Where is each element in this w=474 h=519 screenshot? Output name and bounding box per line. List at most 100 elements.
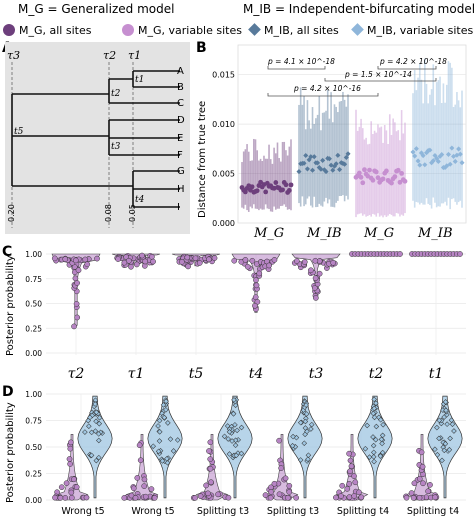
panel-c-xtick-label: t2: [369, 366, 384, 382]
panel-d-point-blue: [290, 433, 296, 440]
panel-c-point: [271, 257, 278, 263]
panel-b-point: [417, 162, 423, 168]
panel-c-xtick-label: τ2: [68, 366, 85, 382]
panel-c-point: [196, 260, 203, 266]
panel-d-point-blue: [297, 457, 304, 463]
pvalue-mg-all-vs-var: p = 4.2 × 10^-16: [293, 84, 361, 93]
legend-mg-all-marker: [3, 24, 15, 36]
panel-d-point-purple: [410, 495, 417, 501]
panel-c-point: [71, 323, 77, 330]
panel-d-point-blue: [297, 419, 304, 426]
panel-d-point-blue: [444, 421, 450, 427]
pvalue-mg-vs-mib-all: p = 4.1 × 10^-18: [267, 57, 335, 66]
panel-d-point-blue: [289, 443, 296, 449]
panel-b-point: [362, 167, 367, 173]
panel-d-point-blue: [442, 440, 449, 447]
legend-mg-var-marker: [122, 24, 134, 36]
panel-d-point-blue: [371, 396, 377, 403]
panel-d-point-blue: [378, 436, 385, 443]
panel-c-ytick-label: 0.25: [25, 324, 42, 333]
panel-d-violin-blue: [147, 395, 183, 499]
panel-b-point: [254, 188, 260, 194]
legend-mib-all-marker: [248, 23, 261, 36]
panel-c-point: [185, 263, 191, 270]
panel-d-point-blue: [449, 421, 456, 427]
panel-d-point-purple: [142, 493, 149, 500]
panel-d-point-blue: [233, 452, 240, 459]
panel-d-point-blue: [370, 442, 377, 449]
panel-d-point-purple: [411, 480, 418, 487]
tip-label-b: B: [177, 82, 184, 93]
panel-d-ytick-label: 0.00: [25, 496, 42, 505]
panel-d-point-purple: [151, 495, 158, 501]
panel-c-point: [397, 251, 403, 257]
panel-d-point-purple: [348, 463, 355, 470]
panel-d-point-purple: [351, 493, 357, 499]
panel-d-point-purple: [344, 485, 351, 492]
panel-d-point-blue: [86, 423, 92, 429]
tip-label-a: A: [177, 66, 184, 77]
panel-d-ytick-label: 0.75: [25, 417, 42, 426]
panel-b-point: [397, 179, 403, 185]
panel-b-point: [280, 187, 285, 193]
panel-b-point: [309, 167, 316, 173]
panel-b-point: [367, 167, 372, 173]
panel-b-point: [263, 189, 269, 195]
panel-d-point-blue: [434, 452, 441, 458]
panel-c-point: [293, 258, 300, 264]
panel-d-point-purple: [68, 439, 74, 446]
panel-b-point: [402, 178, 408, 184]
panel-d-point-blue: [436, 435, 442, 442]
panel-d-point-blue: [163, 398, 169, 405]
panel-d-point-purple: [432, 494, 438, 501]
panel-b-ytick-label: 0.005: [212, 170, 235, 179]
panel-b-point: [427, 147, 433, 153]
panel-d-point-blue: [301, 440, 308, 446]
tip-label-g: G: [177, 166, 185, 177]
panel-d-point-purple: [262, 492, 269, 498]
panel-c-xtick-label: t1: [429, 366, 444, 382]
panel-d-point-blue: [92, 401, 98, 407]
panel-b-point: [389, 180, 394, 186]
panel-b-point: [343, 154, 349, 161]
panel-d-point-blue: [161, 414, 168, 421]
panel-d-point-purple: [225, 494, 232, 501]
panel-c-point: [457, 251, 463, 257]
panel-b-point: [335, 152, 341, 158]
panel-d-point-blue: [157, 429, 163, 435]
pvalue-mib-all-vs-var: p = 1.5 × 10^-14: [344, 70, 412, 79]
panel-c-point: [242, 256, 249, 263]
panel-c-point: [139, 252, 145, 259]
tip-label-i: I: [177, 202, 180, 213]
tau1-value: 0.05: [128, 204, 137, 222]
panel-c-point: [115, 256, 121, 262]
panel-d-point-blue: [229, 438, 235, 444]
panel-d-point-purple: [358, 494, 365, 501]
panel-b-point: [358, 174, 364, 180]
panel-b-chart: 0.000 0.005 0.010 0.015 Distance from true …: [197, 44, 467, 241]
panel-d-violins: [52, 395, 463, 501]
panel-c-point: [253, 277, 259, 283]
panel-d-point-blue: [441, 447, 448, 454]
panel-b-group-label-2: M_IB: [306, 226, 342, 241]
panel-d-point-blue: [221, 433, 228, 440]
tip-label-f: F: [177, 150, 183, 161]
panel-d-ytick-label: 1.00: [25, 390, 42, 399]
panel-d-xtick-label: Splitting t3: [267, 506, 319, 517]
panel-d-point-purple: [148, 486, 155, 492]
panel-b-point: [373, 169, 379, 175]
panel-c-point: [312, 257, 319, 264]
panel-c-point: [316, 270, 323, 277]
panel-c-point: [179, 259, 185, 265]
panel-d-point-blue: [302, 418, 309, 425]
panel-c-point: [75, 267, 82, 274]
panel-d-xtick-label: Wrong t5: [131, 506, 174, 517]
panel-c-label: C: [2, 244, 12, 260]
panel-d-point-blue: [441, 414, 447, 420]
panel-d-xtick-label: Splitting t4: [337, 506, 389, 517]
panel-d-point-purple: [293, 494, 300, 501]
panel-d-point-blue: [95, 431, 102, 437]
panel-c-point: [51, 255, 58, 262]
panel-d-point-blue: [230, 411, 237, 417]
panel-d-point-blue: [159, 458, 166, 464]
